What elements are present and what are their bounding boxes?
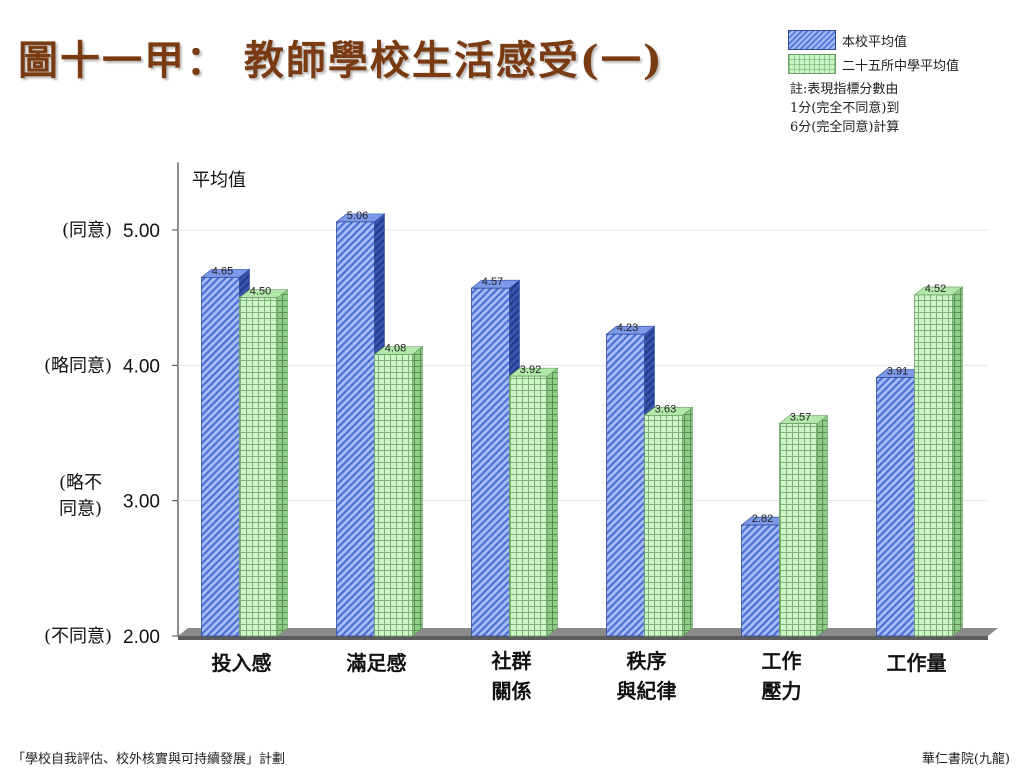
bar-front [644, 415, 683, 637]
bar-front [779, 423, 818, 637]
bar-front [876, 377, 915, 637]
x-tick-label: 關係 [492, 679, 532, 703]
data-label: 2.82 [752, 513, 773, 525]
bar-front [606, 333, 645, 637]
note-line-3: 6分(完全同意)計算 [790, 120, 900, 135]
y-axis-label: 平均值 [192, 170, 246, 191]
bar-average [643, 406, 694, 637]
data-label: 3.91 [887, 366, 908, 378]
legend-swatch-school [788, 30, 836, 50]
data-label: 3.57 [790, 412, 811, 424]
data-label: 5.06 [347, 210, 368, 222]
x-tick-label: 與紀律 [617, 679, 677, 703]
data-label: 4.57 [482, 276, 503, 288]
bar-average [238, 289, 289, 637]
note-line-1: 註:表現指標分數由 [790, 82, 899, 97]
legend-label-average: 二十五所中學平均值 [842, 58, 960, 74]
page-title: 圖十一甲： 教師學校生活感受(一) [18, 37, 664, 84]
bar-front [239, 297, 278, 637]
bar-average [508, 367, 559, 637]
legend-label-school: 本校平均值 [842, 34, 908, 50]
footer-school: 華仁書院(九龍) [921, 752, 1010, 767]
bar-average [913, 286, 964, 637]
bar-side [277, 289, 288, 637]
bar-side [412, 345, 423, 637]
bar-front [914, 294, 953, 637]
y-tick-label: (略不 [59, 473, 102, 494]
bar-front [374, 354, 413, 637]
bar-average [778, 414, 829, 637]
chart-floor [178, 628, 998, 636]
bar-front [741, 524, 780, 637]
y-tick-value: 3.00 [123, 492, 160, 513]
bar-average [373, 345, 424, 637]
chart-legend: 本校平均值 二十五所中學平均值 [788, 28, 959, 76]
x-tick-label: 滿足感 [347, 651, 407, 675]
bar-school [470, 279, 521, 637]
y-tick-label: (同意) [62, 220, 112, 241]
bar-side [952, 286, 963, 637]
x-tick-label: 工作 [762, 649, 802, 673]
bar-front [201, 276, 240, 637]
chart-floor-edge [178, 636, 988, 640]
bar-side [817, 414, 828, 637]
data-label: 4.65 [212, 265, 233, 277]
bar-side [547, 367, 558, 637]
y-tick-value: 5.00 [123, 221, 160, 242]
y-tick-label: (不同意) [44, 626, 112, 647]
data-label: 4.52 [925, 283, 946, 295]
data-label: 3.63 [655, 403, 676, 415]
legend-item-average: 二十五所中學平均值 [788, 52, 959, 76]
x-tick-label: 投入感 [212, 651, 272, 675]
x-tick-label: 社群 [491, 649, 532, 673]
note-line-2: 1分(完全不同意)到 [790, 101, 900, 116]
y-tick-value: 2.00 [123, 627, 160, 648]
data-label: 4.50 [250, 286, 271, 298]
x-tick-label: 秩序 [627, 649, 667, 673]
footer-program: 「學校自我評估、校外核實與可持續發展」計劃 [12, 752, 286, 767]
data-label: 4.23 [617, 322, 638, 334]
x-tick-label: 工作量 [887, 651, 947, 675]
y-tick-label: 同意) [59, 499, 102, 520]
data-label: 3.92 [520, 364, 541, 376]
legend-item-school: 本校平均值 [788, 28, 959, 52]
data-label: 4.08 [385, 343, 406, 355]
y-tick-label: (略同意) [44, 355, 112, 376]
x-tick-label: 壓力 [762, 679, 802, 703]
bar-front [336, 221, 375, 637]
bar-front [471, 287, 510, 637]
bar-front [509, 375, 548, 637]
chart-note: 註:表現指標分數由 1分(完全不同意)到 6分(完全同意)計算 [790, 80, 899, 137]
legend-swatch-average [788, 54, 836, 74]
y-tick-value: 4.00 [123, 356, 160, 377]
bar-side [682, 406, 693, 637]
